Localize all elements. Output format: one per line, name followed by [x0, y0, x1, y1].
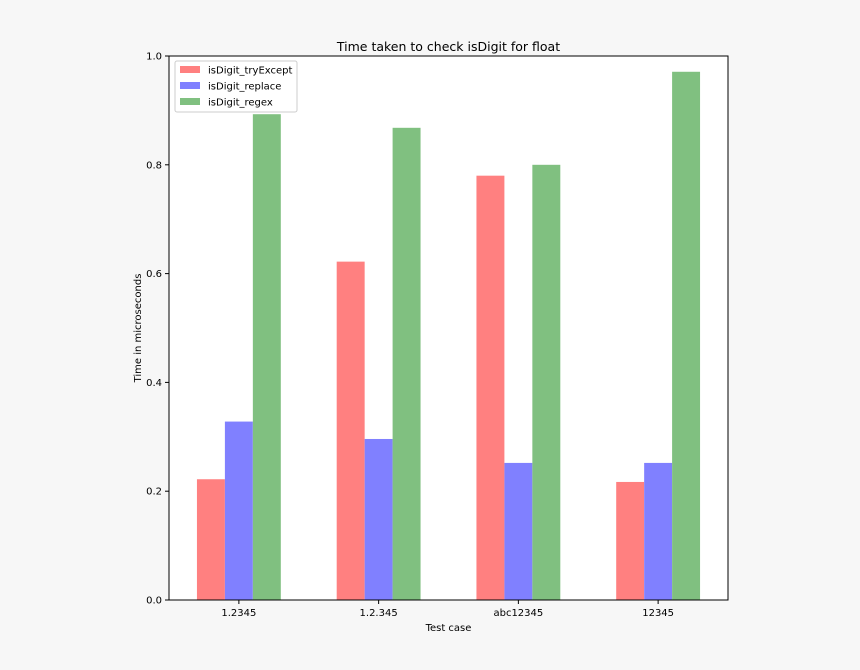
- bar-isDigit_regex-12345: [672, 71, 701, 600]
- y-axis: 0.0 0.2 0.4 0.6 0.8 1.0: [146, 52, 169, 607]
- bar-isDigit_tryExcept-1.2.345: [336, 261, 365, 600]
- y-tick-label: 0.2: [146, 487, 162, 498]
- x-tick-label: 1.2345: [221, 608, 256, 619]
- y-axis-label: Time in microseconds: [133, 274, 144, 384]
- bar-isDigit_regex-abc12345: [532, 164, 561, 601]
- y-tick-label: 0.6: [146, 269, 162, 280]
- legend-label: isDigit_replace: [208, 82, 281, 93]
- bar-isDigit_tryExcept-abc12345: [476, 175, 505, 600]
- bar-isDigit_regex-1.2345: [252, 114, 281, 600]
- legend: isDigit_tryExcept isDigit_replace isDigit_…: [174, 60, 298, 113]
- x-axis-label: Test case: [425, 623, 472, 634]
- y-tick-label: 0.0: [146, 596, 162, 607]
- x-tick-label: 12345: [642, 608, 674, 619]
- bar-isDigit_replace-1.2.345: [364, 438, 393, 600]
- bars-group: [196, 71, 701, 601]
- y-tick-label: 0.8: [146, 160, 162, 171]
- bar-isDigit_tryExcept-12345: [616, 481, 645, 600]
- legend-box: [174, 60, 298, 113]
- chart-title: Time taken to check isDigit for float: [336, 39, 560, 54]
- bar-isDigit_replace-12345: [644, 462, 673, 600]
- legend-swatch: [180, 98, 200, 105]
- x-axis: 1.2345 1.2.345 abc12345 12345: [221, 600, 674, 619]
- y-tick-label: 1.0: [146, 52, 162, 63]
- bar-isDigit_tryExcept-1.2345: [196, 479, 225, 600]
- y-tick-label: 0.4: [146, 378, 162, 389]
- legend-label: isDigit_regex: [208, 98, 273, 109]
- legend-swatch: [180, 82, 200, 89]
- x-tick-label: 1.2.345: [360, 608, 398, 619]
- legend-swatch: [180, 66, 200, 73]
- bar-isDigit_replace-abc12345: [504, 462, 533, 600]
- bar-isDigit_regex-1.2.345: [392, 127, 421, 601]
- legend-label: isDigit_tryExcept: [208, 66, 293, 77]
- x-tick-label: abc12345: [493, 608, 543, 619]
- bar-isDigit_replace-1.2345: [224, 421, 253, 600]
- plot-frame: [168, 55, 729, 601]
